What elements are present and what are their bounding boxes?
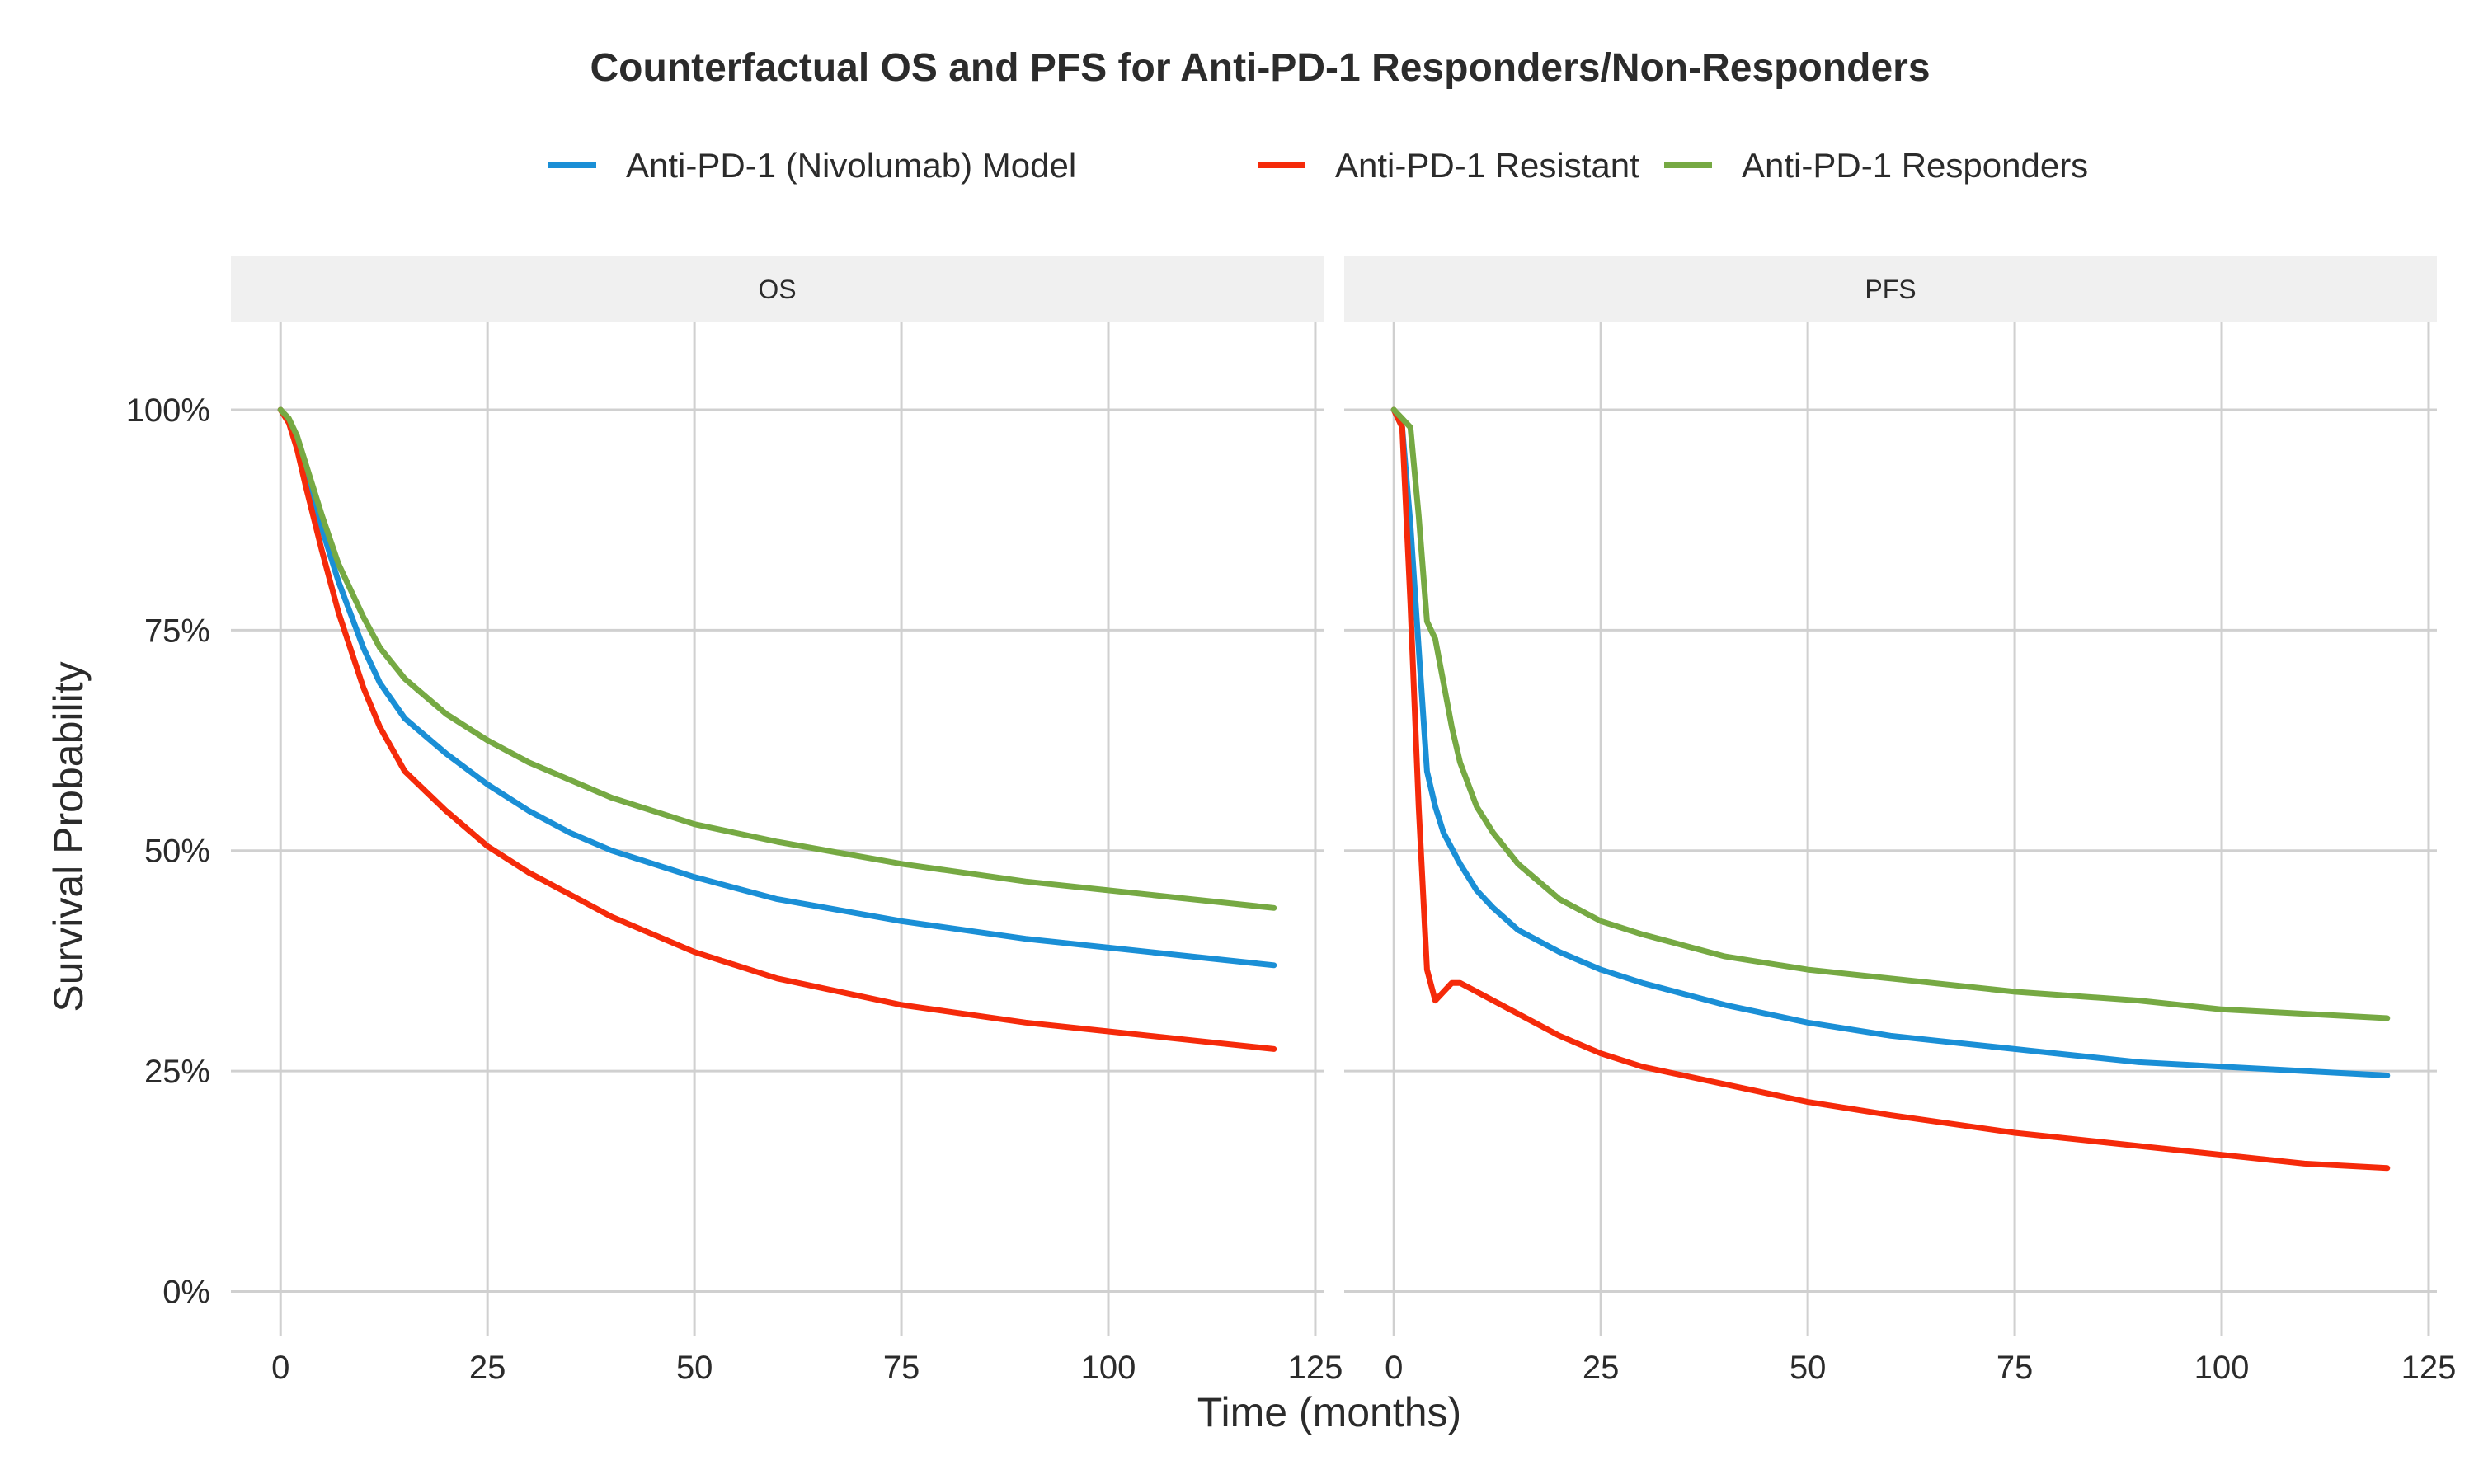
x-tick-label: 25 <box>469 1350 506 1386</box>
y-tick-label: 0% <box>162 1275 210 1311</box>
y-axis: 0% 25% 50% 75% 100% <box>126 392 210 1311</box>
x-tick-label: 50 <box>676 1350 713 1386</box>
x-axis-title: Time (months) <box>1197 1389 1461 1435</box>
series-line-anti-pd-1-nivolumab-model <box>277 406 1277 969</box>
x-tick-label: 125 <box>1288 1350 1343 1386</box>
x-tick-label: 75 <box>1997 1350 2034 1386</box>
x-tick-label: 125 <box>2401 1350 2457 1386</box>
y-tick-label: 100% <box>126 392 210 429</box>
chart-title: Counterfactual OS and PFS for Anti-PD-1 … <box>590 46 1930 90</box>
panel-strip-label: PFS <box>1865 275 1916 304</box>
series-line-anti-pd-1-responders <box>1390 406 2391 1021</box>
x-tick-label: 100 <box>1081 1350 1136 1386</box>
x-tick-label: 25 <box>1583 1350 1620 1386</box>
legend-label-1: Anti-PD-1 (Nivolumab) Model <box>626 146 1076 185</box>
series-line-anti-pd-1-nivolumab-model <box>1390 406 2391 1078</box>
series-line-anti-pd-1-responders <box>277 406 1277 911</box>
legend-label-2: Anti-PD-1 Resistant <box>1335 146 1639 185</box>
panel-strip <box>231 256 1324 322</box>
panels: OS PFS <box>231 256 2437 1336</box>
legend: Anti-PD-1 (Nivolumab) Model Anti-PD-1 Res… <box>548 146 2088 185</box>
y-axis-title: Survival Probability <box>45 661 92 1012</box>
x-tick-label: 100 <box>2194 1350 2250 1386</box>
panel-os: OS <box>231 256 1324 1336</box>
y-tick-label: 25% <box>144 1054 210 1090</box>
legend-label-3: Anti-PD-1 Responders <box>1742 146 2088 185</box>
x-tick-label: 75 <box>883 1350 920 1386</box>
panel-strip-label: OS <box>758 275 796 304</box>
panel-pfs: PFS <box>1344 256 2437 1336</box>
y-tick-label: 50% <box>144 834 210 870</box>
x-tick-label: 0 <box>1385 1350 1403 1386</box>
series-line-anti-pd-1-resistant <box>1390 406 2391 1172</box>
y-tick-label: 75% <box>144 613 210 649</box>
x-tick-label: 0 <box>271 1350 289 1386</box>
panel-strip <box>1344 256 2437 322</box>
x-axis: 0 25 50 75 100 125 0 25 50 75 100 125 <box>271 1350 2456 1386</box>
series-line-anti-pd-1-resistant <box>277 406 1277 1052</box>
x-tick-label: 50 <box>1790 1350 1827 1386</box>
